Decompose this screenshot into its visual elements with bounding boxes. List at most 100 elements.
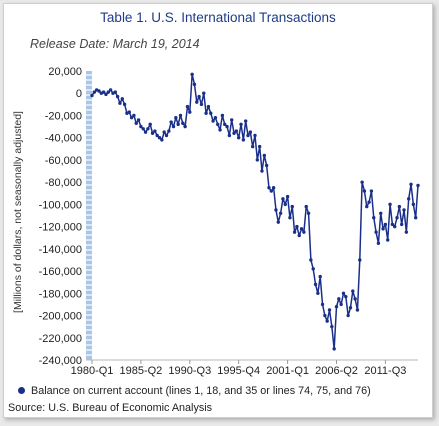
chart-card: Table 1. U.S. International Transactions… bbox=[3, 3, 433, 418]
data-point bbox=[413, 216, 418, 220]
y-tick-label: -120,000 bbox=[39, 222, 82, 234]
data-point bbox=[157, 135, 162, 140]
data-point bbox=[353, 297, 357, 301]
data-point bbox=[127, 110, 131, 114]
data-point bbox=[218, 128, 222, 132]
y-tick-label: 0 bbox=[76, 88, 82, 100]
data-point bbox=[274, 208, 278, 212]
data-point bbox=[390, 222, 395, 227]
data-point bbox=[227, 133, 232, 138]
data-point bbox=[195, 100, 199, 104]
data-point bbox=[169, 120, 173, 124]
data-point bbox=[255, 158, 260, 162]
data-point bbox=[160, 138, 164, 142]
data-point bbox=[362, 189, 367, 193]
data-point bbox=[104, 92, 108, 97]
data-point bbox=[381, 227, 385, 231]
data-point bbox=[101, 90, 106, 94]
data-point bbox=[150, 131, 155, 135]
data-point bbox=[360, 180, 364, 184]
data-point bbox=[295, 224, 299, 229]
data-point bbox=[139, 124, 143, 129]
data-point bbox=[197, 94, 201, 99]
data-point bbox=[339, 302, 343, 307]
data-point bbox=[348, 306, 353, 310]
data-point bbox=[409, 182, 413, 187]
data-point bbox=[178, 113, 183, 118]
chart-title: Table 1. U.S. International Transactions bbox=[100, 10, 336, 25]
data-point bbox=[276, 220, 280, 224]
data-point bbox=[181, 121, 185, 125]
data-point bbox=[122, 102, 127, 107]
data-point bbox=[234, 129, 239, 133]
data-point bbox=[134, 121, 138, 125]
data-point bbox=[136, 118, 141, 122]
data-point bbox=[202, 91, 206, 95]
x-tick-label: 1995-Q4 bbox=[217, 365, 260, 377]
data-point bbox=[206, 104, 211, 109]
data-point bbox=[383, 222, 388, 227]
data-point bbox=[183, 124, 187, 129]
data-point bbox=[332, 347, 336, 351]
data-point bbox=[313, 282, 318, 287]
data-point bbox=[141, 127, 145, 131]
data-point bbox=[260, 169, 264, 173]
y-tick-label: -200,000 bbox=[39, 311, 82, 323]
data-point bbox=[309, 258, 313, 262]
data-point bbox=[220, 113, 225, 118]
data-point bbox=[204, 111, 208, 115]
data-point bbox=[92, 90, 97, 94]
data-point bbox=[278, 211, 283, 215]
data-point bbox=[223, 122, 227, 127]
data-point bbox=[155, 133, 159, 138]
y-tick-label: -180,000 bbox=[39, 288, 82, 300]
data-point bbox=[264, 163, 269, 168]
data-point bbox=[148, 122, 152, 127]
x-tick-label: 1980-Q1 bbox=[71, 365, 114, 377]
data-point bbox=[318, 274, 322, 279]
data-point bbox=[241, 138, 246, 142]
legend-label: Balance on current account (lines 1, 18,… bbox=[31, 385, 371, 397]
data-point bbox=[325, 319, 329, 323]
data-point bbox=[369, 189, 374, 193]
data-point bbox=[302, 230, 306, 234]
data-point bbox=[167, 129, 171, 133]
y-tick-label: -160,000 bbox=[39, 266, 82, 278]
data-point bbox=[248, 130, 253, 134]
y-tick-label: -20,000 bbox=[45, 110, 82, 122]
data-point bbox=[330, 324, 334, 329]
legend: Balance on current account (lines 1, 18,… bbox=[18, 385, 371, 397]
y-tick-label: -100,000 bbox=[39, 199, 82, 211]
data-point bbox=[299, 227, 304, 231]
data-point bbox=[199, 102, 204, 107]
data-point bbox=[372, 216, 376, 220]
data-point bbox=[323, 313, 327, 318]
data-point bbox=[283, 202, 287, 207]
data-point bbox=[374, 230, 378, 234]
data-point bbox=[281, 197, 285, 201]
data-point bbox=[225, 124, 229, 129]
y-tick-label: -140,000 bbox=[39, 244, 82, 256]
data-point bbox=[386, 238, 390, 242]
data-point bbox=[132, 113, 136, 118]
y-tick-label: -40,000 bbox=[45, 133, 82, 145]
data-point bbox=[346, 313, 350, 318]
data-point bbox=[153, 129, 157, 133]
data-point bbox=[120, 97, 124, 101]
release-date: Release Date: March 19, 2014 bbox=[30, 37, 200, 51]
data-point bbox=[376, 241, 381, 245]
data-point bbox=[188, 110, 192, 114]
data-point bbox=[397, 204, 402, 209]
source-note: Source: U.S. Bureau of Economic Analysis bbox=[8, 402, 213, 414]
data-point bbox=[320, 302, 325, 307]
data-point bbox=[285, 194, 290, 199]
data-point bbox=[190, 72, 194, 77]
data-point bbox=[113, 90, 117, 94]
data-point bbox=[351, 289, 355, 293]
data-point bbox=[316, 291, 320, 296]
data-point bbox=[239, 122, 243, 127]
data-point bbox=[106, 90, 111, 94]
data-point bbox=[304, 204, 308, 209]
x-tick-label: 1985-Q2 bbox=[119, 365, 162, 377]
data-point bbox=[250, 144, 255, 149]
